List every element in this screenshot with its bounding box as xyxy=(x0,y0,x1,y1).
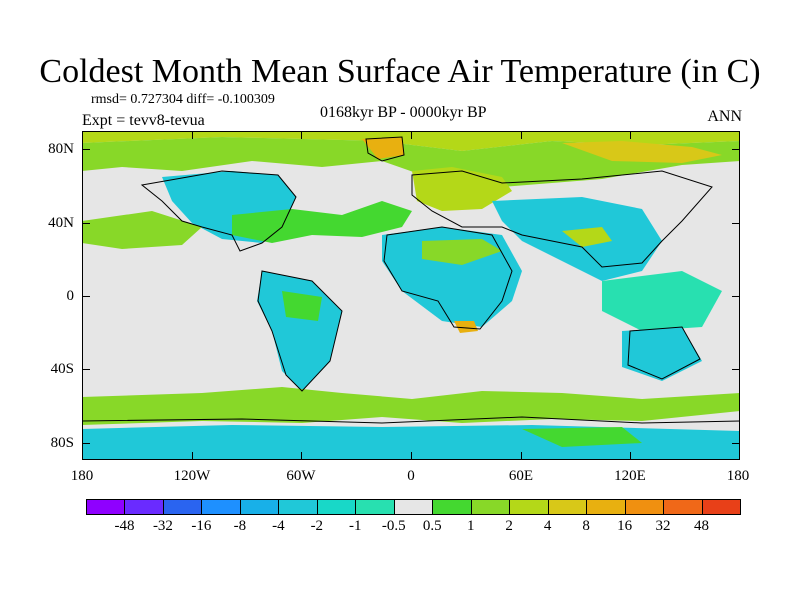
lon-label-60w: 60W xyxy=(286,468,316,484)
lat-label-80s: 80S xyxy=(50,435,74,451)
colorbar-swatch xyxy=(701,499,741,515)
lon-label-60e: 60E xyxy=(508,468,534,484)
lat-label-80n: 80N xyxy=(48,141,74,157)
colorbar-swatch xyxy=(586,499,626,515)
colorbar-swatch xyxy=(470,499,511,515)
antarctic-green-patch xyxy=(522,427,642,447)
southern-ocean-green-band xyxy=(82,387,740,425)
colorbar xyxy=(86,499,741,515)
lat-tick xyxy=(732,149,740,150)
colorbar-label: 2 xyxy=(505,518,513,534)
lat-tick xyxy=(82,443,90,444)
colorbar-swatch xyxy=(663,499,703,515)
colorbar-swatch xyxy=(432,499,472,515)
colorbar-label: -8 xyxy=(233,518,247,534)
lon-tick xyxy=(411,131,412,139)
coastlines xyxy=(82,136,740,424)
lon-tick xyxy=(301,131,302,139)
season-label: ANN xyxy=(707,108,742,125)
lon-tick xyxy=(192,131,193,139)
colorbar-swatch xyxy=(86,499,126,515)
colorbar-label: 0.5 xyxy=(422,518,442,534)
colorbar-label: 1 xyxy=(466,518,475,534)
time-period-label: 0168kyr BP - 0000kyr BP xyxy=(320,104,487,121)
tibet-green-patch xyxy=(562,227,612,247)
experiment-label: Expt = tevv8-tevua xyxy=(82,112,205,129)
lon-label-180w: 180 xyxy=(70,468,94,484)
colorbar-label: -1 xyxy=(349,518,362,534)
colorbar-label: 32 xyxy=(655,518,671,534)
lon-tick xyxy=(411,452,412,460)
colorbar-label: 8 xyxy=(582,518,590,534)
lon-label-0: 0 xyxy=(407,468,415,484)
lon-tick xyxy=(192,452,193,460)
lon-label-180e: 180 xyxy=(726,468,750,484)
sahara-green-patch xyxy=(422,239,502,265)
arctic-green-band xyxy=(82,137,740,187)
maritime-continent-cyan xyxy=(602,271,722,331)
lat-tick xyxy=(732,443,740,444)
colorbar-swatch xyxy=(124,499,164,515)
colorbar-label: 4 xyxy=(543,518,552,534)
colorbar-swatch xyxy=(624,499,665,515)
lon-label-120w: 120W xyxy=(173,468,211,484)
lon-label-120e: 120E xyxy=(614,468,646,484)
colorbar-swatch xyxy=(547,499,588,515)
south-africa-orange-patch xyxy=(454,321,478,333)
colorbar-swatch xyxy=(201,499,241,515)
colorbar-swatch xyxy=(239,499,280,515)
lat-tick xyxy=(82,296,90,297)
lon-tick xyxy=(301,452,302,460)
temperature-anomaly-map xyxy=(82,131,740,460)
colorbar-swatch xyxy=(278,499,318,515)
south-america-cyan xyxy=(257,271,342,391)
lon-tick xyxy=(630,131,631,139)
colorbar-swatch xyxy=(355,499,395,515)
colorbar-label: -2 xyxy=(310,518,324,534)
north-pacific-green xyxy=(82,211,202,249)
lat-tick xyxy=(732,296,740,297)
rmsd-diff-stats: rmsd= 0.727304 diff= -0.100309 xyxy=(91,92,275,107)
colorbar-swatch xyxy=(162,499,203,515)
lon-tick xyxy=(630,452,631,460)
lon-tick xyxy=(521,452,522,460)
colorbar-label: -16 xyxy=(191,518,212,534)
lon-tick xyxy=(521,131,522,139)
lat-label-40s: 40S xyxy=(50,361,74,377)
lat-tick xyxy=(732,223,740,224)
map-plot-area xyxy=(82,131,740,460)
lat-tick xyxy=(82,369,90,370)
north-atlantic-green xyxy=(232,201,412,243)
colorbar-label: -48 xyxy=(114,518,135,534)
lat-tick xyxy=(82,223,90,224)
siberia-orange-patch xyxy=(562,141,722,163)
colorbar-swatch xyxy=(393,499,434,515)
colorbar-swatch xyxy=(316,499,357,515)
colorbar-label: -0.5 xyxy=(381,518,406,534)
colorbar-label: 48 xyxy=(694,518,710,534)
lat-label-40n: 40N xyxy=(48,215,74,231)
lat-tick xyxy=(82,149,90,150)
map-title: Coldest Month Mean Surface Air Temperatu… xyxy=(39,53,761,90)
amazon-green-patch xyxy=(282,291,322,321)
arctic-warm-band xyxy=(82,131,740,151)
colorbar-label: -4 xyxy=(272,518,285,534)
lat-label-equator: 0 xyxy=(66,288,75,304)
lat-tick xyxy=(732,369,740,370)
colorbar-label: -32 xyxy=(152,518,173,534)
australia-cyan xyxy=(622,327,702,381)
colorbar-label: 16 xyxy=(617,518,633,534)
colorbar-swatch xyxy=(509,499,549,515)
greenland-warm-patch xyxy=(362,137,404,159)
